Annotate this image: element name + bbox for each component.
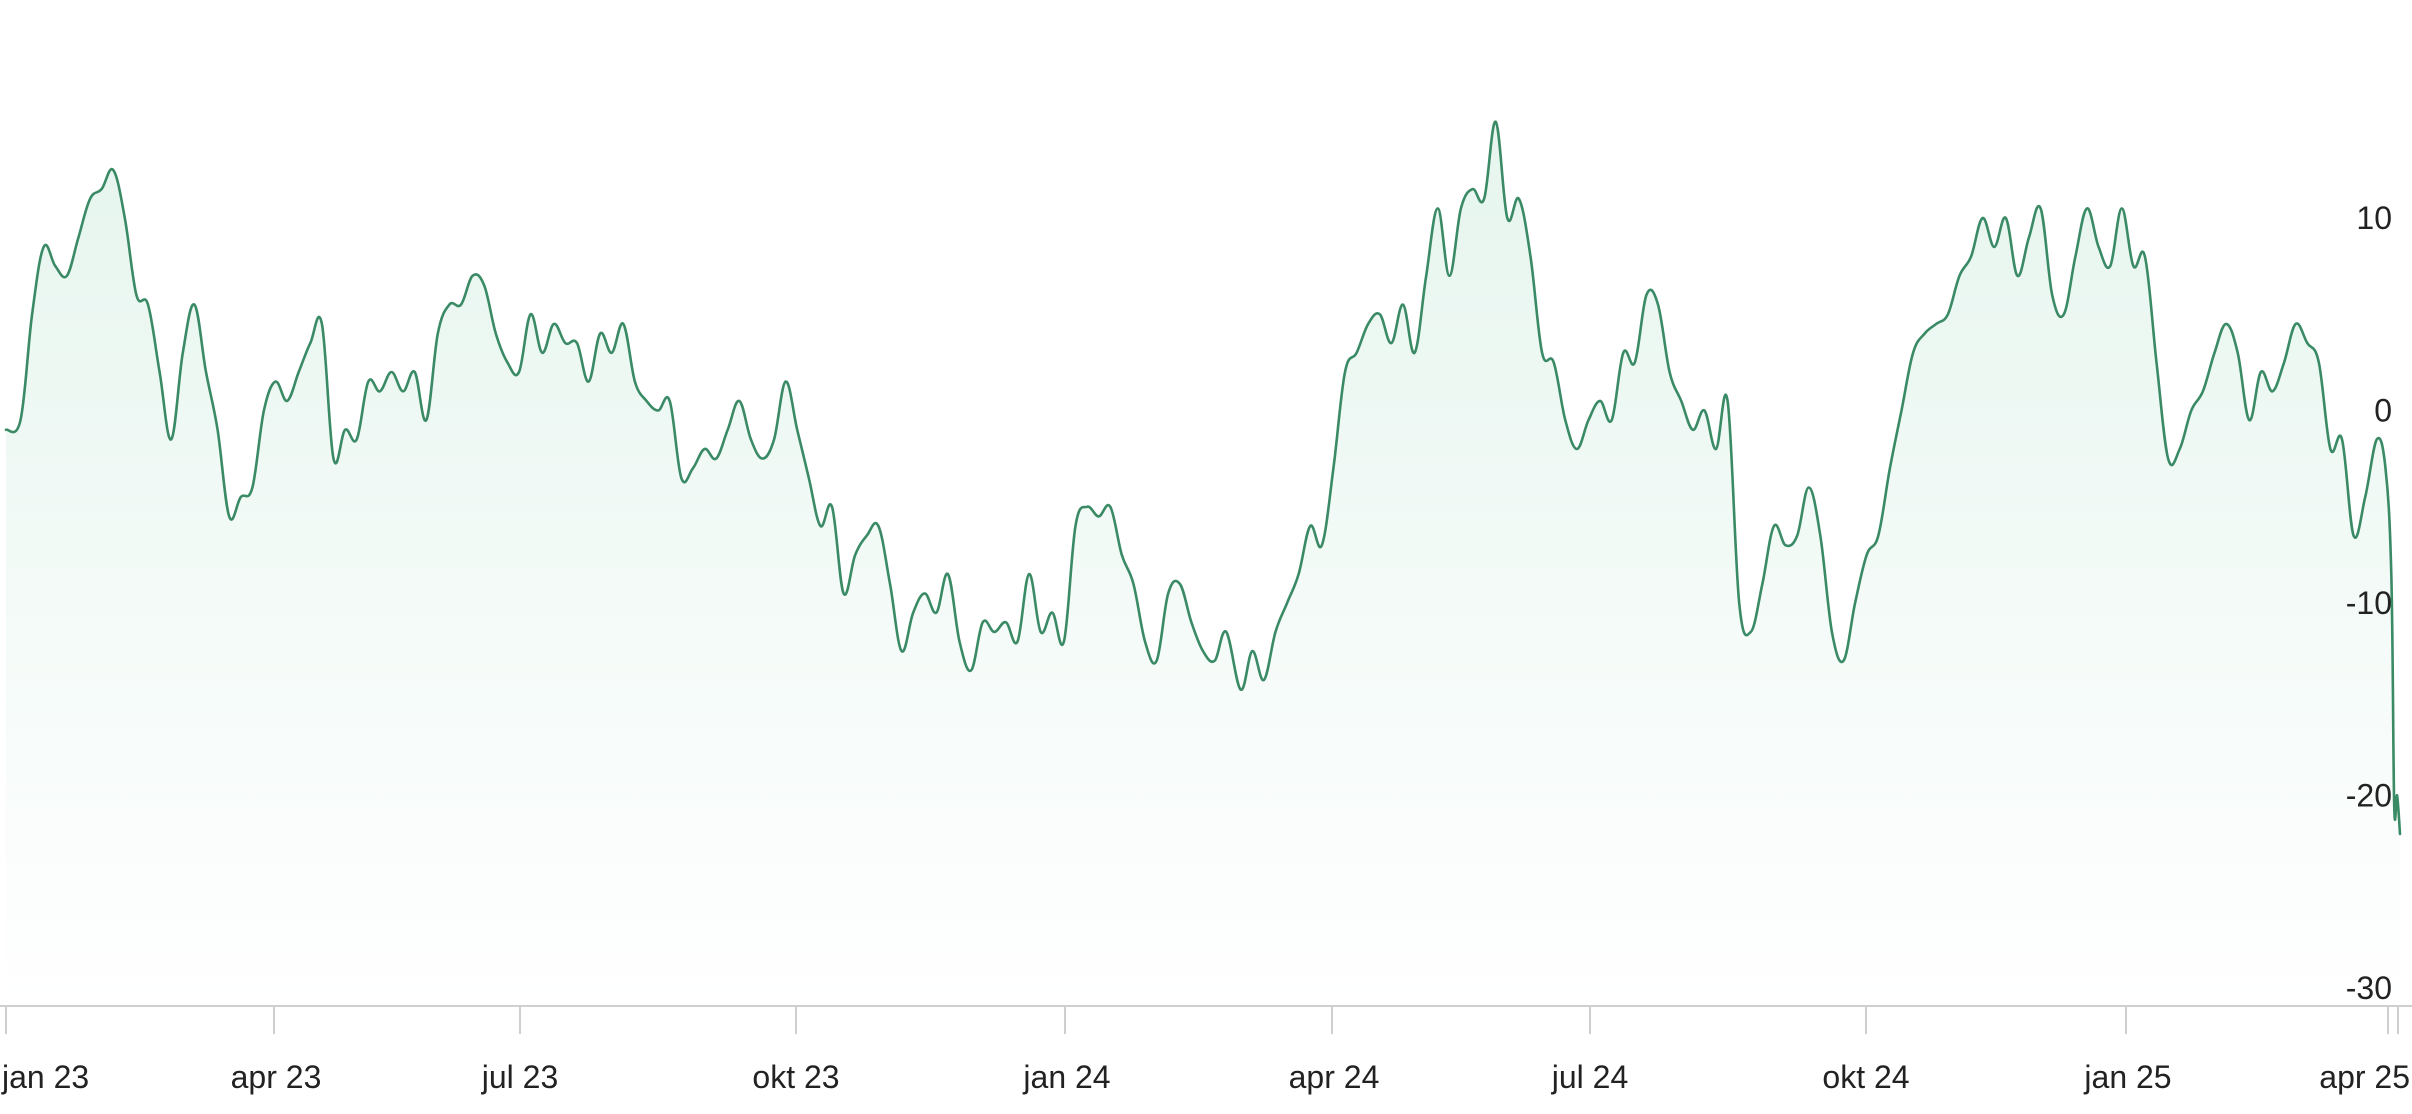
x-tick-label: jan 25 bbox=[2083, 1059, 2171, 1095]
x-tick-label: jul 24 bbox=[1551, 1059, 1629, 1095]
x-tick-label: jul 23 bbox=[481, 1059, 559, 1095]
x-tick-label: okt 24 bbox=[1822, 1059, 1909, 1095]
x-tick-label: apr 24 bbox=[1289, 1059, 1380, 1095]
x-tick-label: okt 23 bbox=[752, 1059, 839, 1095]
y-tick-label: 10 bbox=[2356, 200, 2392, 236]
x-tick-label: apr 25 bbox=[2319, 1059, 2410, 1095]
x-tick-label: jan 23 bbox=[1, 1059, 89, 1095]
x-tick-label: jan 24 bbox=[1022, 1059, 1110, 1095]
y-tick-label: -10 bbox=[2346, 585, 2392, 621]
y-tick-label: 0 bbox=[2374, 393, 2392, 429]
y-tick-label: -20 bbox=[2346, 778, 2392, 814]
series-area-fill bbox=[6, 121, 2400, 1006]
x-tick-label: apr 23 bbox=[231, 1059, 322, 1095]
y-tick-label: -30 bbox=[2346, 970, 2392, 1006]
series-line bbox=[4, 120, 2402, 836]
